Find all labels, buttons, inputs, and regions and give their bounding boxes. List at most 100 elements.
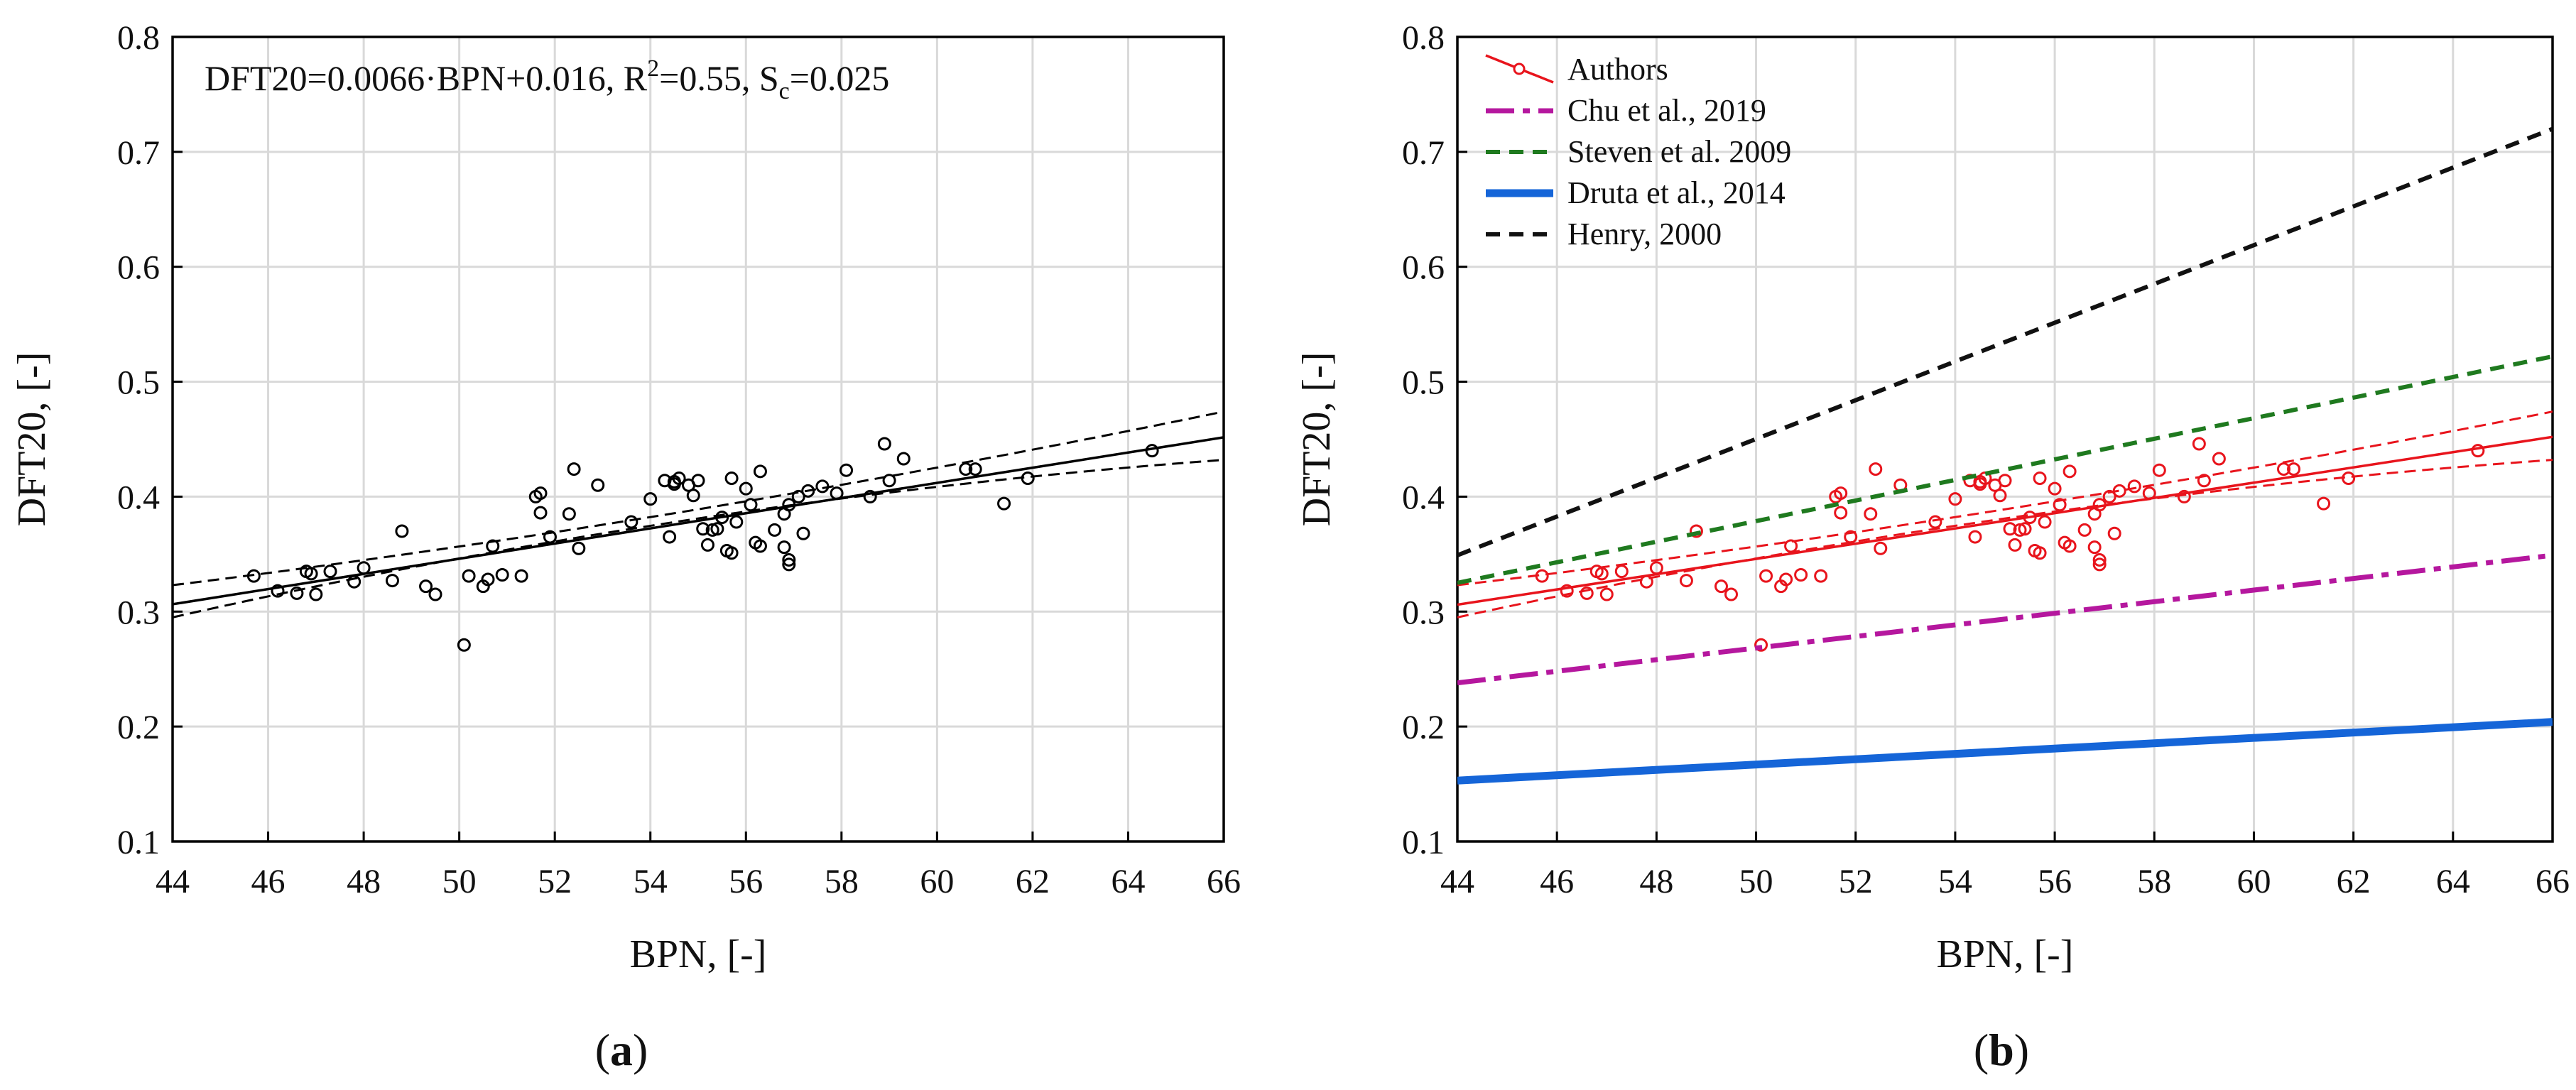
authors-data-point <box>1993 489 2007 503</box>
data-point <box>395 524 409 538</box>
x-tick-label: 62 <box>1016 863 1050 900</box>
legend: Authors Chu et al., 2019 Steven et al. 200… <box>1485 52 1791 251</box>
data-point <box>672 472 686 486</box>
authors-data-point <box>1968 530 1982 544</box>
authors-data-point <box>1599 587 1614 601</box>
authors-data-point <box>2192 437 2206 451</box>
data-point <box>801 484 815 498</box>
authors-data-point <box>2053 498 2067 512</box>
series-line-3 <box>1457 718 2553 785</box>
authors-data-point <box>2142 486 2156 501</box>
data-point <box>562 507 576 521</box>
authors-data-point <box>1759 569 1773 583</box>
plot-content <box>173 410 1224 652</box>
data-point <box>309 587 323 601</box>
authors-data-point <box>1844 530 1858 544</box>
authors-data-point <box>2177 489 2191 503</box>
x-tick-label: 66 <box>2536 863 2570 900</box>
data-point <box>543 530 557 544</box>
authors-data-point <box>1779 572 1793 587</box>
authors-data-point <box>1814 569 1828 583</box>
data-point <box>830 486 844 501</box>
authors-data-point <box>2092 498 2107 512</box>
authors-data-point <box>1864 507 1878 521</box>
data-point <box>753 464 767 479</box>
authors-data-point <box>1639 574 1653 589</box>
authors-data-point <box>2317 496 2331 511</box>
x-tick-label: 44 <box>156 863 190 900</box>
authors-data-point <box>1784 539 1798 553</box>
authors-data-point <box>2152 463 2166 477</box>
authors-data-point <box>2287 462 2301 476</box>
regression-annotation: DFT20=0.0066·BPN+0.016, R2=0.55, Sc=0.02… <box>205 55 889 104</box>
data-point <box>290 586 304 600</box>
series-line-4 <box>1457 126 2553 557</box>
authors-data-point <box>1794 567 1808 582</box>
x-tick-label: 64 <box>1111 863 1145 900</box>
data-point <box>782 557 796 572</box>
x-axis-label: BPN, [-] <box>1937 932 2074 976</box>
authors-data-point <box>2112 484 2126 498</box>
data-point <box>271 584 285 598</box>
authors-data-point <box>2048 481 2062 496</box>
y-tick-label: 0.3 <box>1402 594 1445 631</box>
data-point <box>591 478 605 492</box>
x-tick-label: 50 <box>1739 863 1773 900</box>
authors-data-point <box>2038 515 2052 529</box>
authors-data-point <box>2003 522 2017 536</box>
authors-data-point <box>1874 541 1888 555</box>
plot-content <box>1457 126 2553 785</box>
plot-frame <box>1456 36 2554 843</box>
data-point <box>495 567 509 582</box>
authors-data-point <box>1649 561 1663 575</box>
data-point <box>882 474 896 488</box>
data-point <box>724 546 739 560</box>
y-tick-label: 0.1 <box>1402 824 1445 861</box>
chart-panel-b: 44 46 48 50 52 54 56 58 60 62 64 66 0.1 0.2 0.3 0.4 0.5 0… <box>1295 19 2570 976</box>
authors-data-point <box>2277 462 2291 476</box>
x-tick-label: 64 <box>2436 863 2470 900</box>
y-tick-label: 0.7 <box>117 134 160 172</box>
data-point <box>839 463 854 477</box>
data-point <box>624 515 638 529</box>
authors-data-point <box>2102 489 2116 503</box>
y-tick-label: 0.6 <box>117 249 160 287</box>
x-tick-label: 62 <box>2337 863 2371 900</box>
authors-data-point <box>1754 638 1768 652</box>
authors-data-point <box>1834 506 1848 520</box>
authors-data-point <box>1724 587 1738 601</box>
authors-data-point <box>2127 479 2141 494</box>
authors-data-point <box>1689 524 1703 538</box>
panel-label-a: (a) <box>595 1025 648 1075</box>
series-line-1 <box>1457 552 2553 686</box>
data-point <box>686 489 700 503</box>
x-tick-label: 58 <box>2137 863 2171 900</box>
plot-area <box>173 37 1224 841</box>
y-tick-label: 0.1 <box>117 824 160 861</box>
authors-data-point <box>1834 486 1848 501</box>
data-point <box>796 526 810 540</box>
y-tick-label: 0.5 <box>117 364 160 402</box>
authors-data-point <box>2087 540 2102 555</box>
authors-data-point <box>1594 567 1609 581</box>
data-point <box>385 574 399 588</box>
data-point <box>572 541 586 555</box>
authors-data-point <box>1928 515 1942 529</box>
data-point <box>357 561 371 575</box>
x-tick-label: 52 <box>538 863 572 900</box>
data-point <box>696 522 710 536</box>
data-point <box>744 498 758 512</box>
x-tick-label: 60 <box>920 863 954 900</box>
authors-band-lower <box>1457 459 2553 618</box>
legend-label: Authors <box>1567 52 1668 87</box>
legend-label: Druta et al., 2014 <box>1567 175 1786 210</box>
data-point <box>567 462 581 476</box>
data-point <box>663 530 677 544</box>
x-tick-label: 48 <box>347 863 381 900</box>
authors-data-point <box>1614 565 1629 579</box>
data-point <box>323 565 337 579</box>
authors-data-point <box>2063 539 2077 553</box>
data-point <box>1145 444 1159 458</box>
legend-marker <box>1513 62 1526 75</box>
